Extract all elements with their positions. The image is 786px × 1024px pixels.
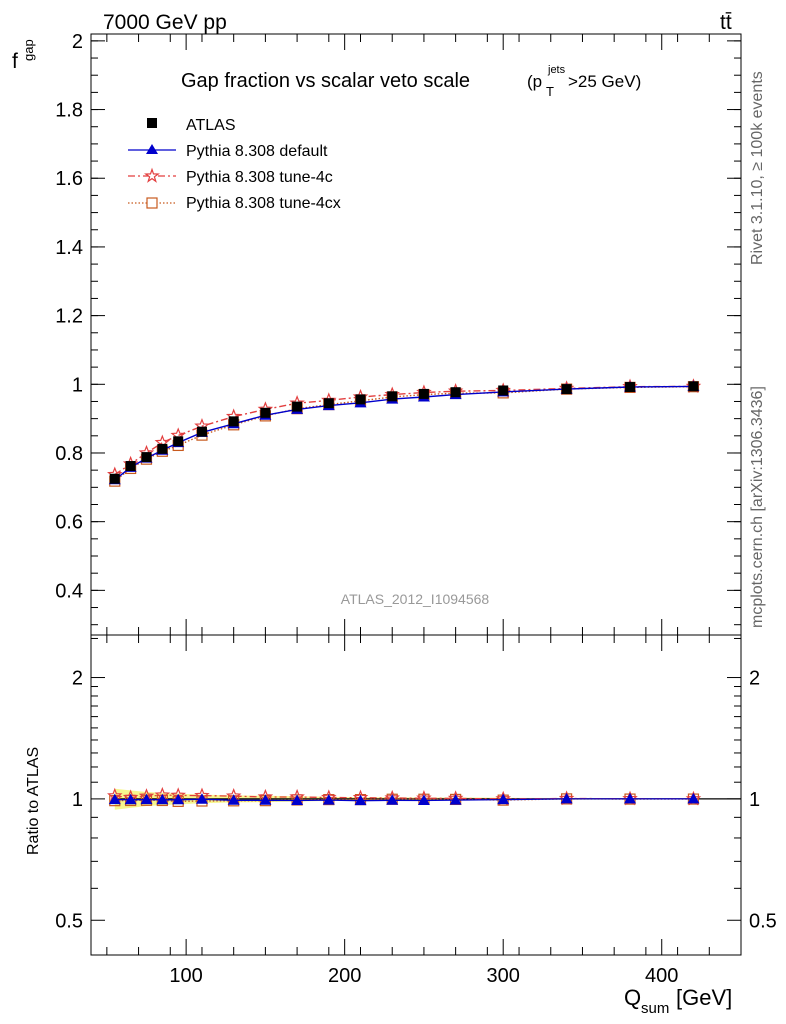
energy-label: 7000 GeV pp <box>103 11 227 34</box>
data-point-s0-13 <box>450 387 461 398</box>
legend-label-tune4c: Pythia 8.308 tune-4c <box>186 169 333 186</box>
ratio-point-s0-12 <box>417 794 430 805</box>
y-tick-label: 2 <box>72 31 83 53</box>
legend-marker-tune4cx <box>146 197 158 209</box>
main-axis-ticks: 0.4 0.6 0.8 1 1.2 1.4 1.6 1.8 2 <box>55 31 742 635</box>
legend-marker-atlas <box>147 118 157 128</box>
x-tick-label: 300 <box>487 965 520 987</box>
ratio-y-tick-label: 2 <box>72 668 83 690</box>
legend-marker-default <box>146 144 158 154</box>
y-tick-label: 1 <box>72 374 83 396</box>
ratio-axis-ticks: 0.5 0.5 1 1 2 2 100 200 300 400 <box>55 635 777 987</box>
data-point-s0-9 <box>323 398 334 409</box>
ratio-y-axis-label: Ratio to ATLAS <box>25 747 42 855</box>
chart-title: Gap fraction vs scalar veto scale <box>181 70 470 92</box>
mcplots-label: mcplots.cern.ch [arXiv:1306.3436] <box>749 386 766 628</box>
data-point-s0-4 <box>173 436 184 447</box>
ratio-point-s0-16 <box>624 792 637 804</box>
x-tick-label: 400 <box>645 965 678 987</box>
ratio-point-s0-6 <box>227 794 240 805</box>
legend: ATLAS Pythia 8.308 default Pythia 8.308 … <box>128 117 341 212</box>
ratio-y-tick-label: 1 <box>72 789 83 811</box>
process-label: tt̄ <box>720 11 732 34</box>
x-axis-label: Q <box>624 985 641 1010</box>
data-point-s0-12 <box>418 388 429 399</box>
y-axis-label: f <box>12 50 18 73</box>
ratio-point-s0-0 <box>108 793 121 805</box>
x-axis-label-unit: [GeV] <box>676 985 732 1010</box>
data-point-s0-15 <box>561 384 572 395</box>
rivet-label: Rivet 3.1.10, ≥ 100k events <box>749 71 766 265</box>
data-point-s0-3 <box>157 443 168 454</box>
series-line-2 <box>114 385 694 476</box>
data-point-s0-8 <box>292 401 303 412</box>
ratio-y-tick-label: 0.5 <box>55 910 83 932</box>
main-data-layer <box>107 378 702 487</box>
data-point-s0-7 <box>260 407 271 418</box>
y-tick-label: 0.8 <box>55 443 83 465</box>
data-point-s0-1 <box>125 461 136 472</box>
y-tick-label: 1.8 <box>55 100 83 122</box>
x-tick-label: 200 <box>328 965 361 987</box>
ratio-point-s0-7 <box>259 794 272 805</box>
ratio-y-tick-label-right: 1 <box>749 789 760 811</box>
ratio-y-tick-label-right: 0.5 <box>749 910 777 932</box>
y-tick-label: 1.2 <box>55 306 83 328</box>
legend-marker-tune4c <box>144 167 160 183</box>
data-point-s0-6 <box>228 416 239 427</box>
y-tick-label: 0.4 <box>55 580 83 602</box>
ratio-point-s0-17 <box>687 792 700 804</box>
chart-title-cut-suffix: >25 GeV) <box>568 72 641 91</box>
ratio-point-s0-15 <box>560 792 573 804</box>
ratio-point-s0-2 <box>140 793 153 805</box>
ratio-point-s0-8 <box>291 794 304 805</box>
x-tick-label: 100 <box>169 965 202 987</box>
ratio-y-tick-label-right: 2 <box>749 668 760 690</box>
y-tick-label: 1.4 <box>55 237 83 259</box>
ratio-point-s0-10 <box>354 794 367 806</box>
data-point-s0-0 <box>109 473 120 484</box>
legend-label-tune4cx: Pythia 8.308 tune-4cx <box>186 195 341 212</box>
ratio-point-s0-1 <box>124 793 137 805</box>
ratio-point-s0-5 <box>195 793 208 804</box>
ratio-point-s0-3 <box>156 793 169 805</box>
legend-label-atlas: ATLAS <box>186 117 236 134</box>
y-tick-label: 0.6 <box>55 512 83 534</box>
data-point-s0-17 <box>688 381 699 392</box>
y-axis-label-sub: gap <box>21 39 36 61</box>
data-point-s0-14 <box>498 385 509 396</box>
x-axis-label-sub: sum <box>641 1000 669 1017</box>
ratio-point-s0-9 <box>322 794 335 805</box>
data-point-s0-2 <box>141 452 152 463</box>
chart-title-cut-sub: T <box>546 84 554 99</box>
ratio-point-s0-13 <box>449 794 462 805</box>
data-point-s0-16 <box>625 382 636 393</box>
chart-title-cut: (p <box>527 72 542 91</box>
legend-label-default: Pythia 8.308 default <box>186 143 328 160</box>
y-tick-label: 1.6 <box>55 168 83 190</box>
ratio-panel-frame <box>90 634 742 956</box>
ratio-point-s0-11 <box>386 794 399 805</box>
ratio-point-s0-4 <box>172 793 185 805</box>
ratio-data-layer <box>107 786 741 810</box>
data-point-s0-11 <box>387 391 398 402</box>
chart-title-cut-sup: jets <box>547 64 566 76</box>
data-point-s0-10 <box>355 394 366 405</box>
ratio-point-s0-14 <box>497 793 510 805</box>
analysis-watermark: ATLAS_2012_I1094568 <box>341 591 490 607</box>
data-point-s0-5 <box>196 426 207 437</box>
